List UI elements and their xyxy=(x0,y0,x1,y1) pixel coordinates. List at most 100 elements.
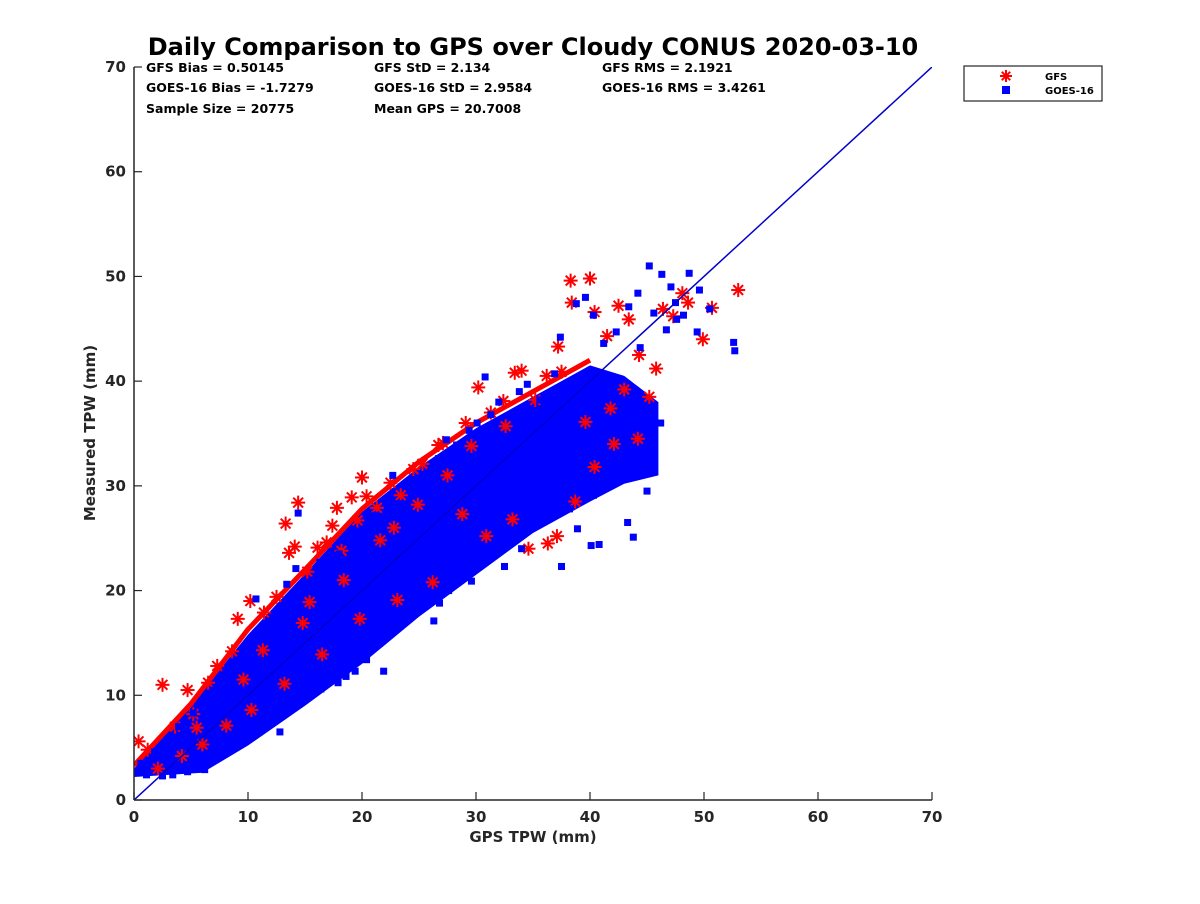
gfs-point xyxy=(390,592,405,607)
x-tick-label: 40 xyxy=(580,808,601,826)
gfs-point xyxy=(630,431,645,446)
gfs-point xyxy=(277,676,292,691)
legend: GFS GOES-16 xyxy=(963,65,1103,102)
gfs-point xyxy=(201,675,216,690)
y-axis-label: Measured TPW (mm) xyxy=(81,345,99,521)
goes-16-point xyxy=(706,305,714,313)
goes-16-point xyxy=(573,525,581,533)
stat-annotation: GOES-16 RMS = 3.4261 xyxy=(602,80,766,95)
goes-16-point xyxy=(294,509,302,517)
goes-16-point xyxy=(242,733,250,741)
gfs-point xyxy=(505,512,520,527)
gfs-point xyxy=(587,460,602,475)
gfs-point xyxy=(621,312,636,327)
goes-16-point xyxy=(589,311,597,319)
goes-16-point xyxy=(252,595,260,603)
gfs-point xyxy=(440,468,455,483)
goes-16-point xyxy=(467,577,475,585)
goes-16-point xyxy=(731,347,739,355)
y-tick-label: 70 xyxy=(105,58,126,76)
goes-16-point xyxy=(184,768,192,776)
goes-16-point xyxy=(508,529,516,537)
gfs-point xyxy=(695,332,710,347)
goes-16-point xyxy=(210,686,218,694)
goes-16-point xyxy=(389,471,397,479)
gfs-point xyxy=(603,401,618,416)
goes-16-point xyxy=(372,511,380,519)
gfs-point xyxy=(278,516,293,531)
goes-16-point xyxy=(667,283,675,291)
goes-16-point xyxy=(634,289,642,297)
goes-16-point xyxy=(201,766,209,774)
goes-16-point xyxy=(495,398,503,406)
y-tick-label: 60 xyxy=(105,163,126,181)
goes-16-point xyxy=(518,545,526,553)
goes-16-point xyxy=(415,476,423,484)
goes-16-point xyxy=(189,709,197,717)
y-tick-label: 40 xyxy=(105,372,126,390)
gfs-point xyxy=(514,363,529,378)
gfs-point xyxy=(180,683,195,698)
goes-16-point xyxy=(436,599,444,607)
gfs-point xyxy=(355,470,369,485)
goes-16-point xyxy=(491,550,499,558)
gfs-point xyxy=(373,533,388,548)
y-tick-label: 10 xyxy=(105,686,126,704)
goes-16-point xyxy=(600,339,608,347)
gfs-point xyxy=(675,286,690,301)
goes-16-point xyxy=(657,419,665,427)
stat-annotation: GFS Bias = 0.50145 xyxy=(146,60,284,75)
gfs-point xyxy=(287,539,302,554)
gfs-point xyxy=(731,283,746,298)
goes-16-point xyxy=(589,491,597,499)
gfs-point xyxy=(255,643,270,658)
goes-16-point xyxy=(550,507,558,515)
goes-16-point xyxy=(478,442,486,450)
x-tick-label: 60 xyxy=(808,808,829,826)
goes-16-point xyxy=(650,309,658,317)
gfs-point xyxy=(295,616,310,631)
goes-16-point xyxy=(453,441,461,449)
goes-16-point xyxy=(536,396,544,404)
gfs-point xyxy=(369,500,384,515)
goes-16-dense-cloud xyxy=(134,365,659,777)
goes-16-point xyxy=(351,667,359,675)
gfs-point xyxy=(230,611,245,626)
gfs-point xyxy=(606,436,621,451)
goes-16-point xyxy=(556,333,564,341)
goes-16-point xyxy=(276,728,284,736)
gfs-point xyxy=(617,382,632,397)
goes-16-point xyxy=(385,624,393,632)
legend-box xyxy=(963,65,1103,102)
goes-16-point xyxy=(434,455,442,463)
axes: 0 10 20 30 40 50 60 70 0 10 20 30 40 50 60 70 xyxy=(105,58,942,826)
gfs-point xyxy=(189,720,204,735)
goes-16-point xyxy=(558,562,565,570)
goes-16-point xyxy=(481,373,489,381)
goes-16-point xyxy=(143,771,151,779)
gfs-point xyxy=(359,489,374,504)
goes-16-point xyxy=(658,270,666,278)
goes-16-point xyxy=(612,328,620,336)
goes-16-point xyxy=(174,723,182,731)
gfs-point xyxy=(256,605,271,620)
goes-16-point xyxy=(523,380,531,388)
stat-annotation: Sample Size = 20775 xyxy=(146,101,294,116)
stat-annotation: GFS StD = 2.134 xyxy=(374,60,491,75)
gfs-point xyxy=(415,456,430,471)
gfs-point xyxy=(134,734,146,749)
goes-16-point xyxy=(225,746,233,754)
goes-16-point xyxy=(473,419,481,427)
x-axis-label: GPS TPW (mm) xyxy=(469,828,596,846)
goes-16-point xyxy=(442,436,450,444)
gfs-point xyxy=(350,513,365,528)
one-to-one-line xyxy=(134,67,932,800)
goes-16-point xyxy=(200,700,208,708)
goes-16-point xyxy=(624,468,632,476)
y-tick-label: 20 xyxy=(105,582,126,600)
goes-16-point xyxy=(695,286,703,294)
goes-16-point xyxy=(396,500,404,508)
goes-16-point xyxy=(255,728,263,736)
gfs-point xyxy=(315,647,330,662)
gfs-point xyxy=(455,507,470,522)
